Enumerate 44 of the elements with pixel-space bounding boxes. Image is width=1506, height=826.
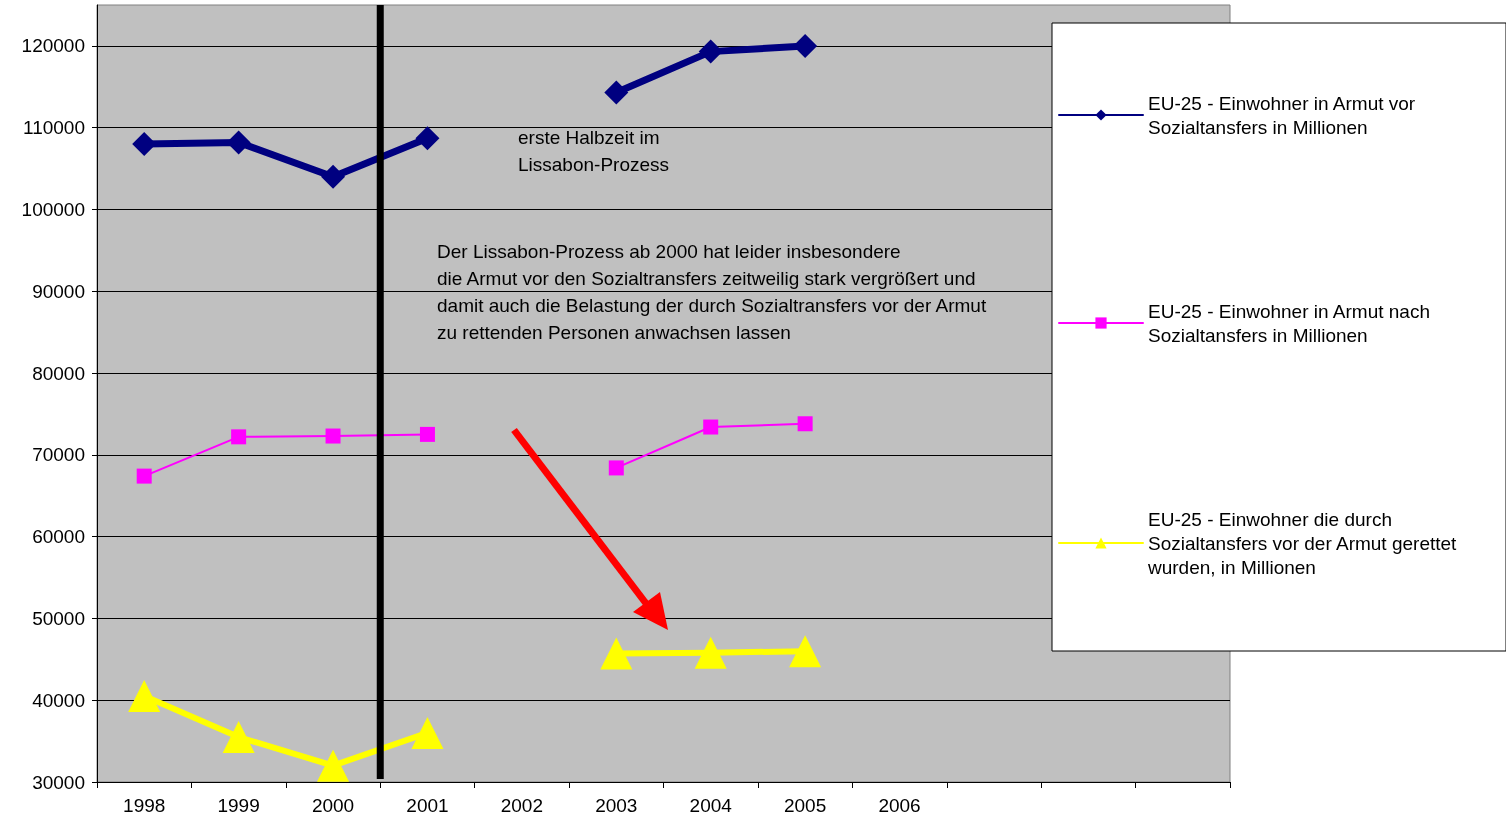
point <box>136 468 152 484</box>
point <box>226 130 251 155</box>
y-tick-label: 90000 <box>32 280 85 302</box>
point <box>793 33 818 58</box>
point <box>694 636 727 669</box>
y-tick-label: 80000 <box>32 362 85 384</box>
annotation: Der Lissabon-Prozess ab 2000 hat leider insbesondere die Armut vor den Sozialtransfers zeitweilig stark vergrößert und damit auch die Belastung der durch Sozialtransfers vor der Armut zu rettenden Personen anwachsen lassen <box>437 241 987 343</box>
point <box>325 428 341 444</box>
legend-label: EU-25 - Einwohner in Armut vor Sozialtansfers in Millionen <box>1148 92 1421 138</box>
point <box>317 749 350 782</box>
y-tick-label: 100000 <box>21 198 85 220</box>
point <box>698 39 723 64</box>
y-tick-label: 120000 <box>21 35 85 57</box>
annotation: erste Halbzeit im Lissabon-Prozess <box>518 127 670 175</box>
legend-label: EU-25 - Einwohner in Armut nach Sozialtansfers in Millionen <box>1148 300 1436 346</box>
x-tick-label: 2001 <box>406 795 449 816</box>
point <box>797 416 813 432</box>
point <box>600 637 633 670</box>
x-tick-label: 2003 <box>595 795 638 816</box>
x-tick-label: 2006 <box>878 795 921 816</box>
point <box>222 721 255 754</box>
point <box>789 635 822 668</box>
point <box>419 426 435 442</box>
point <box>128 680 161 713</box>
point <box>604 80 629 105</box>
legend-label: EU-25 - Einwohner die durch Sozialtansfers vor der Armut gerettet wurden, in Millionen <box>1147 508 1462 578</box>
x-tick-label: 1999 <box>217 795 260 816</box>
point <box>411 716 444 749</box>
point <box>321 164 346 189</box>
point <box>231 429 247 445</box>
y-tick-label: 60000 <box>32 526 85 548</box>
point <box>415 126 440 151</box>
y-tick-label: 50000 <box>32 607 85 629</box>
y-tick-label: 40000 <box>32 689 85 711</box>
y-tick-label: 70000 <box>32 444 85 466</box>
x-tick-label: 2002 <box>500 795 544 816</box>
x-tick-label: 2004 <box>689 795 733 816</box>
x-tick-label: 2000 <box>311 795 355 816</box>
point <box>703 419 719 435</box>
x-tick-label: 1998 <box>123 795 166 816</box>
y-tick-label: 110000 <box>23 117 85 139</box>
y-tick-label: 30000 <box>32 771 85 793</box>
x-tick-label: 2005 <box>783 795 827 816</box>
point <box>608 460 624 476</box>
